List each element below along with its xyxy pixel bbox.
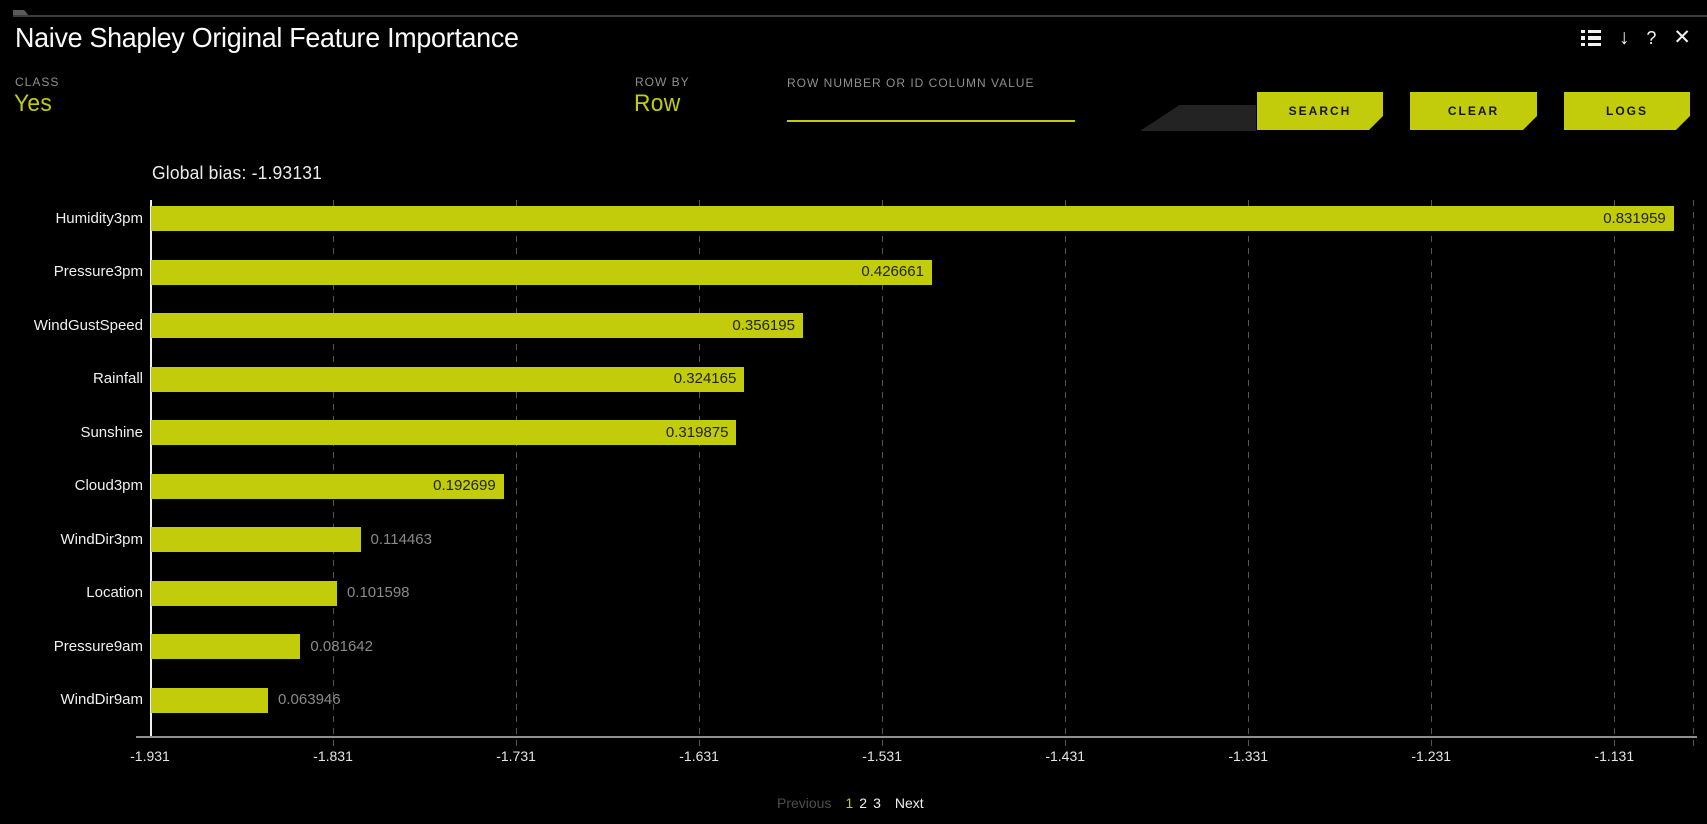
- bar-value-label: 0.114463: [370, 530, 432, 548]
- bar-category-label: Pressure9am: [53, 637, 143, 655]
- bar-category-label: Pressure3pm: [53, 263, 143, 280]
- download-icon[interactable]: ↓: [1618, 26, 1630, 49]
- row-by-value[interactable]: Row: [634, 90, 681, 117]
- list-options-icon[interactable]: [1580, 27, 1602, 49]
- chart-gridline: [882, 200, 884, 748]
- feature-importance-bar[interactable]: [151, 687, 269, 713]
- feature-importance-bar[interactable]: [151, 420, 737, 445]
- row-number-input[interactable]: [787, 92, 1075, 122]
- bar-category-label: Cloud3pm: [74, 477, 143, 494]
- pagination-page-3[interactable]: 3: [873, 795, 881, 811]
- chart-gridline: [699, 200, 701, 748]
- row-number-label: ROW NUMBER OR ID COLUMN VALUE: [787, 76, 1035, 90]
- pagination-page-1[interactable]: 1: [845, 795, 854, 811]
- search-button[interactable]: SEARCH: [1257, 92, 1383, 130]
- pagination-pages: 1 2 3: [845, 795, 880, 811]
- list-icon-row: [1580, 42, 1601, 47]
- x-axis-tick-label: -1.131: [1594, 748, 1635, 764]
- chart-gridline: [1431, 200, 1433, 748]
- bar-value-label: 0.426661: [861, 263, 924, 280]
- chart-gridline: [516, 200, 518, 748]
- logs-button[interactable]: LOGS: [1564, 92, 1690, 130]
- feature-importance-bar[interactable]: [151, 313, 803, 338]
- chart-y-axis: [150, 200, 152, 736]
- x-axis-tick-label: -1.931: [130, 748, 170, 764]
- bar-value-label: 0.192699: [433, 477, 496, 494]
- feature-importance-bar[interactable]: [151, 206, 1674, 231]
- feature-importance-bar[interactable]: [151, 473, 504, 499]
- pagination-next[interactable]: Next: [894, 795, 924, 811]
- chart-gridline: [1614, 200, 1616, 748]
- x-axis-tick-label: -1.331: [1228, 748, 1269, 764]
- x-axis-tick-label: -1.631: [679, 748, 719, 764]
- list-icon-row: [1580, 36, 1601, 40]
- chart-gridline: [1065, 200, 1067, 748]
- x-axis-tick-label: -1.731: [496, 748, 536, 764]
- chart-x-axis: [136, 736, 1697, 738]
- clear-button[interactable]: CLEAR: [1410, 92, 1537, 130]
- x-axis-tick-label: -1.831: [313, 748, 353, 764]
- feature-importance-bar[interactable]: [151, 366, 745, 392]
- bar-category-label: WindDir9am: [60, 691, 143, 708]
- bar-value-label: 0.356195: [732, 316, 795, 334]
- class-label: CLASS: [15, 75, 60, 89]
- bar-category-label: Location: [86, 584, 143, 601]
- bar-value-label: 0.324165: [673, 370, 737, 387]
- header-divider: [13, 15, 1707, 17]
- bar-category-label: Rainfall: [92, 370, 143, 387]
- help-icon[interactable]: ?: [1646, 28, 1657, 48]
- window-tab-decoration: [13, 10, 29, 16]
- close-icon[interactable]: ✕: [1673, 26, 1691, 49]
- header-icon-bar: ↓ ? ✕: [1580, 27, 1691, 49]
- global-bias-label: Global bias: -1.93131: [152, 163, 323, 183]
- bar-value-label: 0.081642: [310, 637, 373, 655]
- bar-value-label: 0.101598: [346, 584, 410, 601]
- x-axis-tick-label: -1.431: [1045, 748, 1086, 764]
- row-by-label: ROW BY: [635, 75, 690, 89]
- x-axis-tick-label: -1.531: [862, 748, 902, 764]
- bar-category-label: Sunshine: [80, 423, 143, 441]
- bar-category-label: WindDir3pm: [60, 530, 143, 548]
- bar-category-label: Humidity3pm: [55, 209, 143, 227]
- pagination: Previous 1 2 3 Next: [777, 795, 924, 811]
- feature-importance-bar[interactable]: [151, 634, 301, 659]
- pagination-page-2[interactable]: 2: [859, 795, 868, 811]
- feature-importance-bar[interactable]: [151, 527, 361, 552]
- feature-importance-bar[interactable]: [151, 580, 337, 606]
- bar-value-label: 0.319875: [665, 423, 729, 441]
- x-axis-tick-label: -1.231: [1411, 748, 1452, 764]
- chart-gridline: [1248, 200, 1250, 748]
- class-value[interactable]: Yes: [14, 90, 53, 117]
- bar-category-label: WindGustSpeed: [33, 316, 143, 334]
- chart-gridline: [1693, 200, 1694, 748]
- feature-importance-bar[interactable]: [151, 259, 932, 285]
- page-title: Naive Shapley Original Feature Importanc…: [15, 22, 519, 53]
- bar-value-label: 0.831959: [1603, 209, 1666, 227]
- bar-value-label: 0.063946: [278, 691, 341, 708]
- list-icon-row: [1580, 29, 1601, 34]
- pagination-previous[interactable]: Previous: [777, 795, 832, 811]
